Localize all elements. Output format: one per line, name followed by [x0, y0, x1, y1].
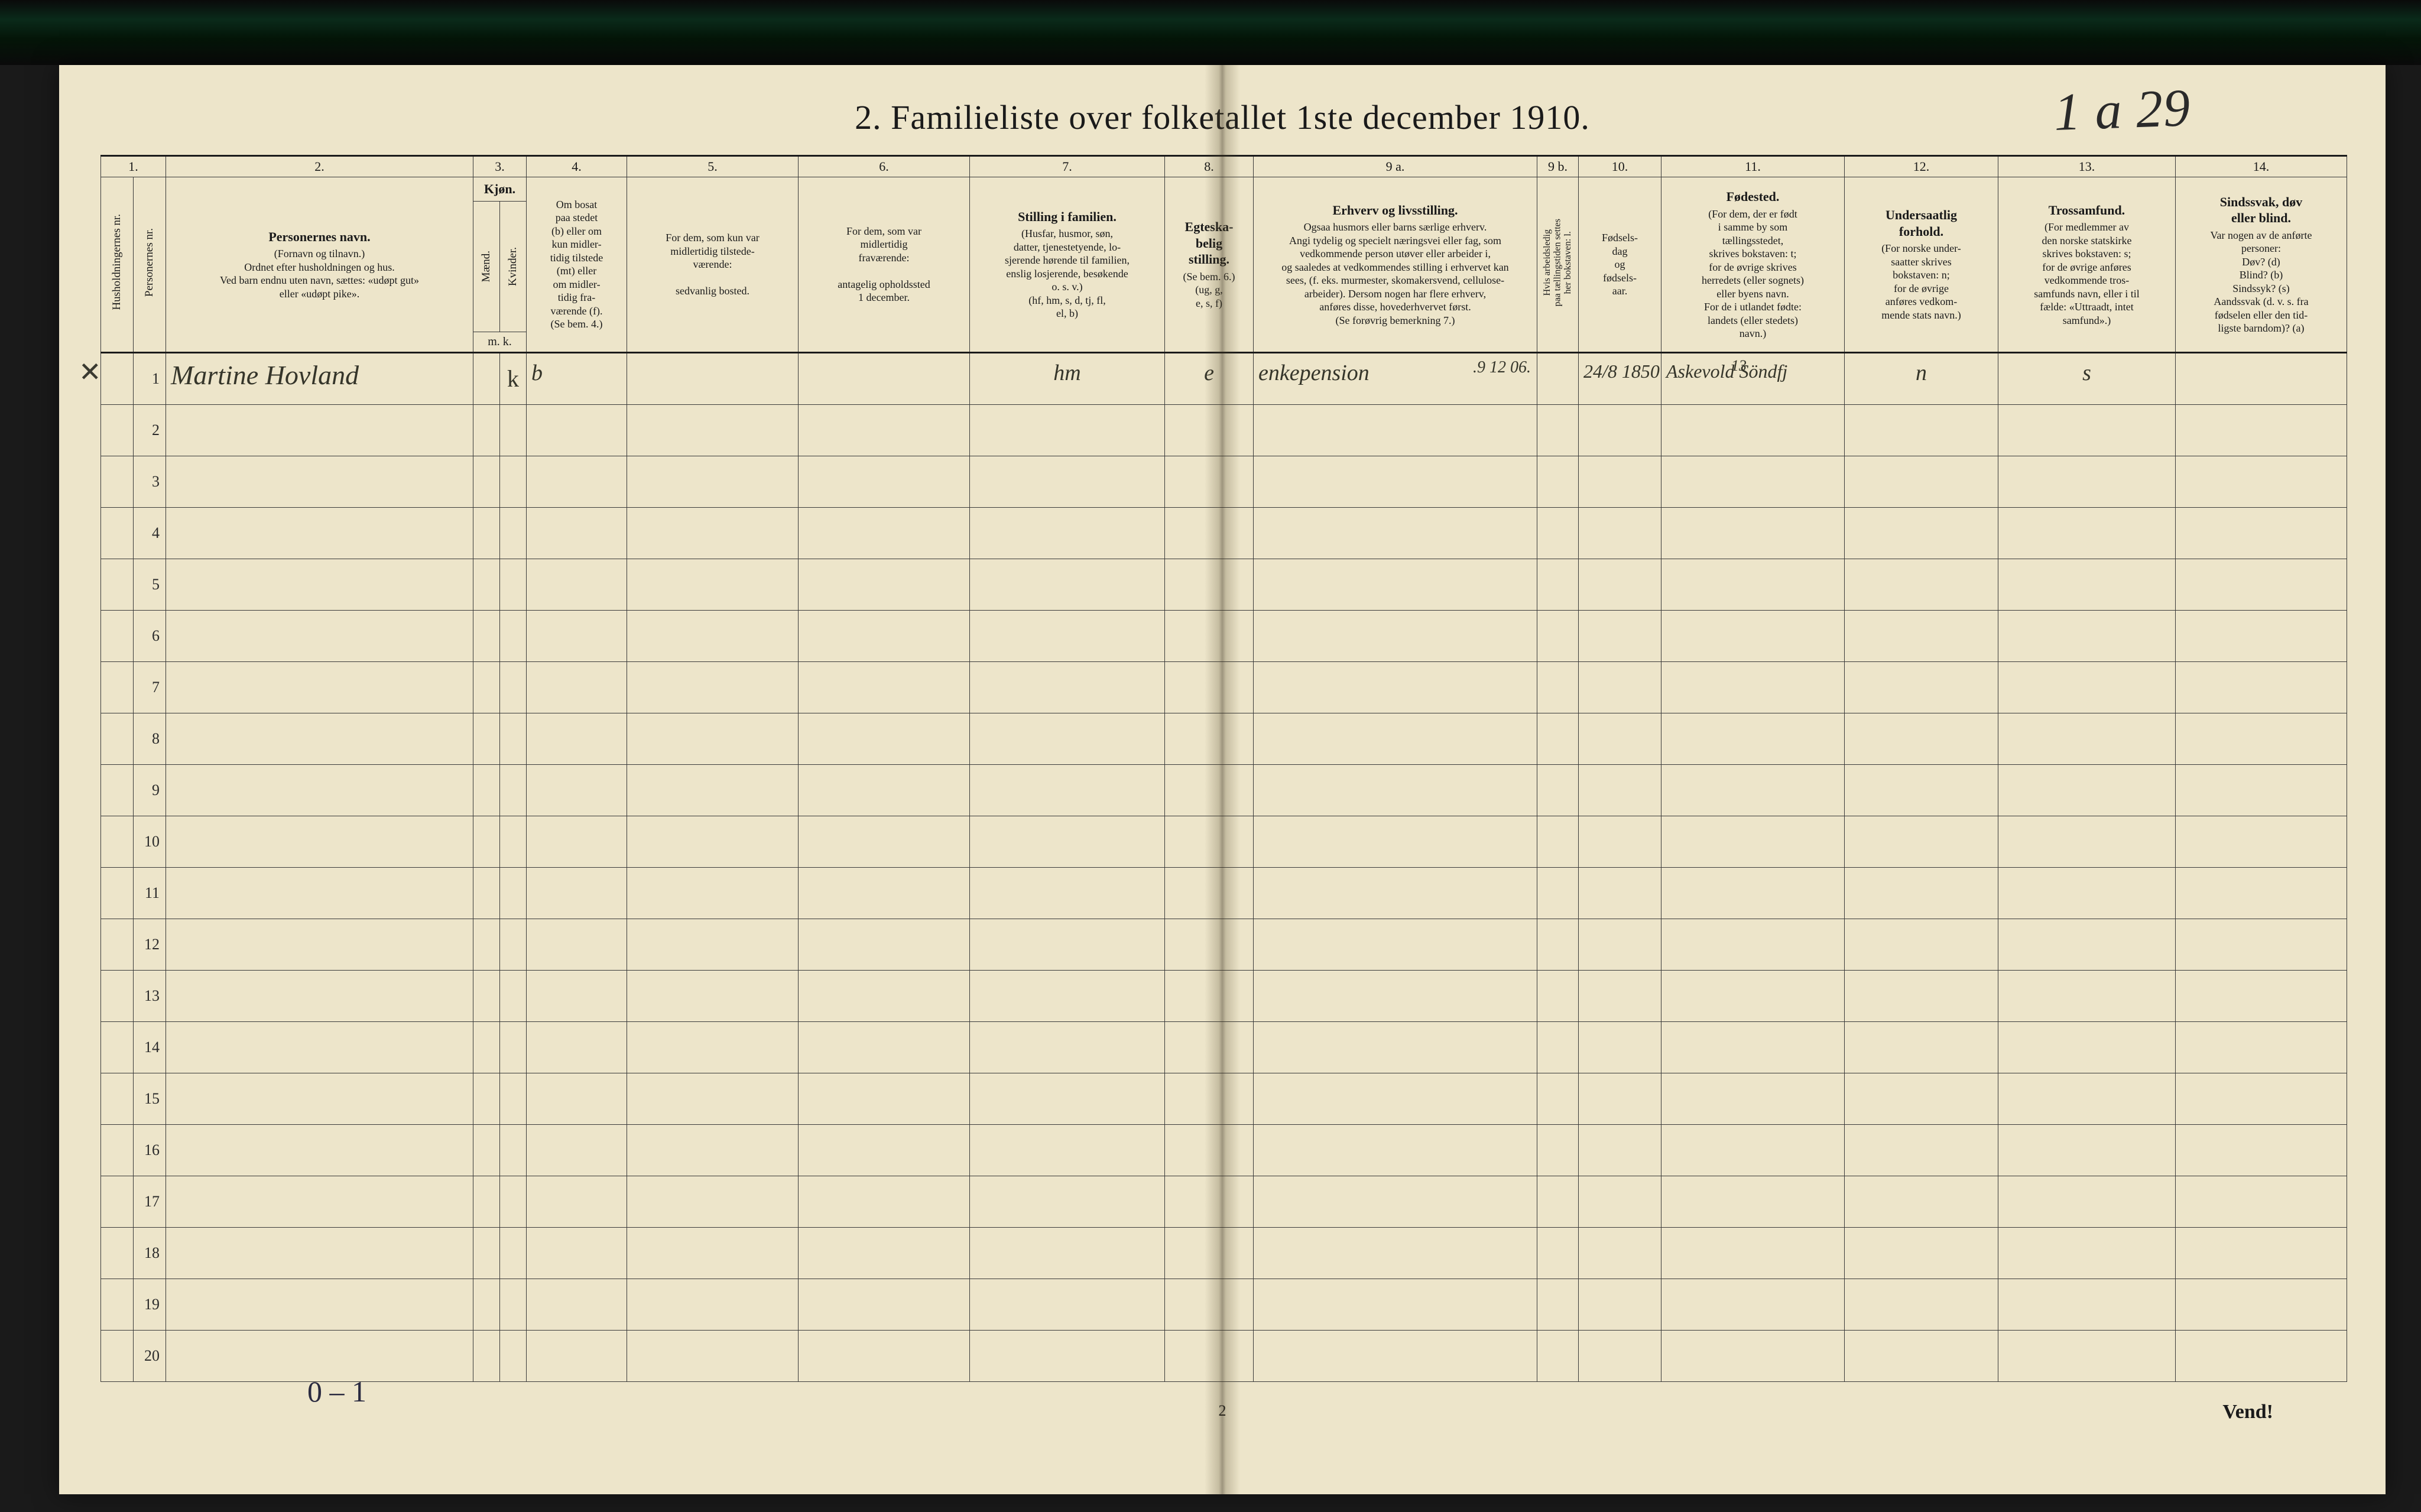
handwritten-corner-note: 1 a 29: [2053, 77, 2191, 143]
colnum: 14.: [2176, 156, 2347, 177]
colnum: 13.: [1998, 156, 2176, 177]
header-sindssvak: Sindssvak, døv eller blind. Var nogen av…: [2176, 177, 2347, 353]
colnum: 9 a.: [1254, 156, 1537, 177]
header-fodselsdag: Fødsels- dag og fødsels- aar.: [1579, 177, 1661, 353]
header-bosat: Om bosat paa stedet (b) eller om kun mid…: [527, 177, 627, 353]
table-row: 17: [101, 1176, 2347, 1227]
table-row: 11: [101, 867, 2347, 919]
table-row: 7: [101, 661, 2347, 713]
cell-name: Martine Hovland: [166, 352, 473, 404]
binding-strip: [0, 0, 2421, 65]
colnum: 7.: [970, 156, 1165, 177]
header-fodested: Fødested. (For dem, der er født i samme …: [1661, 177, 1845, 353]
column-number-row: 1. 2. 3. 4. 5. 6. 7. 8. 9 a. 9 b. 10. 11…: [101, 156, 2347, 177]
document-page: 2. Familieliste over folketallet 1ste de…: [59, 65, 2386, 1494]
table-row: 12: [101, 919, 2347, 970]
cell-hush-nr: ✕: [101, 352, 134, 404]
colnum: 12.: [1845, 156, 1998, 177]
header-trossamfund: Trossamfund. (For medlemmer av den norsk…: [1998, 177, 2176, 353]
table-row: 20: [101, 1330, 2347, 1381]
title-text: 2. Familieliste over folketallet 1ste de…: [855, 98, 1590, 137]
table-row: 15: [101, 1073, 2347, 1124]
colnum: 4.: [527, 156, 627, 177]
colnum: 2.: [166, 156, 473, 177]
cell-bosat: b: [527, 352, 627, 404]
colnum: 10.: [1579, 156, 1661, 177]
cell-ekteskab: e: [1165, 352, 1254, 404]
table-row: 16: [101, 1124, 2347, 1176]
header-navn: Personernes navn. (Fornavn og tilnavn.) …: [166, 177, 473, 353]
cell-sindssvak: [2176, 352, 2347, 404]
header-person-nr: Personernes nr.: [134, 177, 166, 353]
colnum: 9 b.: [1537, 156, 1579, 177]
table-row: 8: [101, 713, 2347, 764]
page-number: 2: [1219, 1402, 1226, 1420]
table-row: 18: [101, 1227, 2347, 1279]
table-row: 10: [101, 816, 2347, 867]
cell-fodselsdag: 24/8 1850: [1579, 352, 1661, 404]
cell-arbeidsledig: [1537, 352, 1579, 404]
cell-fodested: 13 Askevold Söndfj: [1661, 352, 1845, 404]
colnum: 6.: [799, 156, 970, 177]
table-row: 6: [101, 610, 2347, 661]
cell-kjon: k: [473, 352, 527, 404]
cell-stilling: hm: [970, 352, 1165, 404]
colnum: 1.: [101, 156, 166, 177]
colnum: 5.: [627, 156, 799, 177]
colnum: 8.: [1165, 156, 1254, 177]
table-row: 13: [101, 970, 2347, 1021]
table-row: 2: [101, 404, 2347, 456]
header-erhverv: Erhverv og livsstilling. Ogsaa husmors e…: [1254, 177, 1537, 353]
colnum: 11.: [1661, 156, 1845, 177]
header-arbeidsledig: Hvis arbeidsledig paa tællingstiden sett…: [1537, 177, 1579, 353]
table-row: 4: [101, 507, 2347, 559]
census-table: 1. 2. 3. 4. 5. 6. 7. 8. 9 a. 9 b. 10. 11…: [100, 155, 2347, 1382]
column-header-row: Husholdningernes nr. Personernes nr. Per…: [101, 177, 2347, 353]
table-row: 19: [101, 1279, 2347, 1330]
cell-undersaatlig: n: [1845, 352, 1998, 404]
handwritten-below-table: 0 – 1: [307, 1374, 366, 1409]
cell-col6: [799, 352, 970, 404]
colnum: 3.: [473, 156, 527, 177]
header-stilling-familie: Stilling i familien. (Husfar, husmor, sø…: [970, 177, 1165, 353]
table-row: ✕ 1 Martine Hovland k b hm e .9 12 06.: [101, 352, 2347, 404]
table-row: 9: [101, 764, 2347, 816]
table-row: 14: [101, 1021, 2347, 1073]
cell-col5: [627, 352, 799, 404]
header-husholdning-nr: Husholdningernes nr.: [101, 177, 134, 353]
header-ekteskab: Egteska- belig stilling. (Se bem. 6.) (u…: [1165, 177, 1254, 353]
page-inner: 2. Familieliste over folketallet 1ste de…: [100, 89, 2344, 1471]
cell-person-nr: 1: [134, 352, 166, 404]
vend-label: Vend!: [2222, 1401, 2273, 1423]
table-row: 3: [101, 456, 2347, 507]
cell-trossamfund: s: [1998, 352, 2176, 404]
header-kjon: Kjøn. Mænd. Kvinder. m. k.: [473, 177, 527, 353]
table-row: 5: [101, 559, 2347, 610]
margin-x-mark: ✕: [79, 356, 102, 388]
header-undersaatlig: Undersaatlig forhold. (For norske under-…: [1845, 177, 1998, 353]
cell-erhverv: .9 12 06. enkepension: [1254, 352, 1537, 404]
header-midlertidig-fravaerende: For dem, som var midlertidig fraværende:…: [799, 177, 970, 353]
page-title: 2. Familieliste over folketallet 1ste de…: [100, 98, 2344, 137]
header-midlertidig-tilstede: For dem, som kun var midlertidig tilsted…: [627, 177, 799, 353]
